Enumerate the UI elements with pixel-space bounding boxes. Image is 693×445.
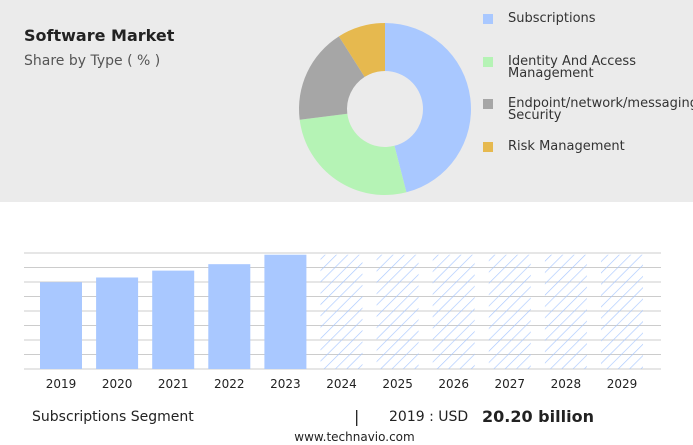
legend-swatch-identity bbox=[483, 57, 493, 67]
x-tick-label-2029: 2029 bbox=[607, 377, 638, 391]
x-tick-label-2023: 2023 bbox=[270, 377, 301, 391]
forecast-bar-2029 bbox=[601, 254, 643, 369]
x-tick-label-2021: 2021 bbox=[158, 377, 189, 391]
x-tick-label-2024: 2024 bbox=[326, 377, 357, 391]
x-tick-label-2020: 2020 bbox=[102, 377, 133, 391]
bar-2021 bbox=[152, 270, 195, 369]
x-tick-label-2028: 2028 bbox=[551, 377, 582, 391]
legend-swatch-subscriptions bbox=[483, 14, 493, 24]
forecast-bar-2025 bbox=[376, 254, 419, 369]
donut-slice-endpoint bbox=[299, 36, 365, 120]
base-year-label: 2019 : USD bbox=[389, 409, 469, 425]
x-tick-label-2026: 2026 bbox=[438, 377, 469, 391]
bar-2019 bbox=[40, 282, 82, 369]
x-tick-label-2019: 2019 bbox=[46, 377, 77, 391]
segment-label: Subscriptions Segment bbox=[32, 409, 194, 425]
source-credit: www.technavio.com bbox=[294, 430, 415, 444]
donut-slice-risk bbox=[338, 23, 385, 77]
page-subtitle: Share by Type ( % ) bbox=[24, 53, 161, 69]
donut-slice-subscriptions bbox=[385, 23, 471, 193]
donut-slice-identity bbox=[299, 113, 407, 196]
legend-label-risk: Risk Management bbox=[508, 139, 625, 154]
bar-2022 bbox=[208, 264, 251, 369]
donut-chart bbox=[299, 23, 471, 196]
bar-2023 bbox=[264, 254, 307, 369]
forecast-bar-2024 bbox=[320, 254, 363, 369]
page-title: Software Market bbox=[24, 26, 175, 45]
footer-divider: | bbox=[354, 407, 360, 426]
x-tick-label-2025: 2025 bbox=[382, 377, 413, 391]
bar-chart: 2019 2020 2021 2022 2023 2024 2025 2026 2027 2028… bbox=[24, 252, 661, 391]
x-tick-label-2027: 2027 bbox=[495, 377, 526, 391]
summary-panel: Software Market Share by Type ( % ) Subs… bbox=[0, 0, 693, 202]
forecast-bar-2028 bbox=[544, 254, 587, 369]
x-axis-labels: 2019 2020 2021 2022 2023 2024 2025 2026 2027 2028… bbox=[46, 377, 638, 391]
forecast-bar-2026 bbox=[432, 254, 475, 369]
bar-2020 bbox=[96, 277, 139, 369]
base-year-value: 20.20 billion bbox=[482, 407, 594, 426]
x-tick-label-2022: 2022 bbox=[214, 377, 245, 391]
forecast-bar-2027 bbox=[488, 254, 531, 369]
legend-label-subscriptions: Subscriptions bbox=[508, 11, 596, 26]
legend-label-endpoint: Endpoint/network/messaging Security bbox=[508, 96, 693, 123]
bars bbox=[40, 254, 643, 369]
legend-swatch-endpoint bbox=[483, 99, 493, 109]
legend-label-identity: Identity And Access Management bbox=[508, 54, 636, 81]
legend-swatch-risk bbox=[483, 142, 493, 152]
